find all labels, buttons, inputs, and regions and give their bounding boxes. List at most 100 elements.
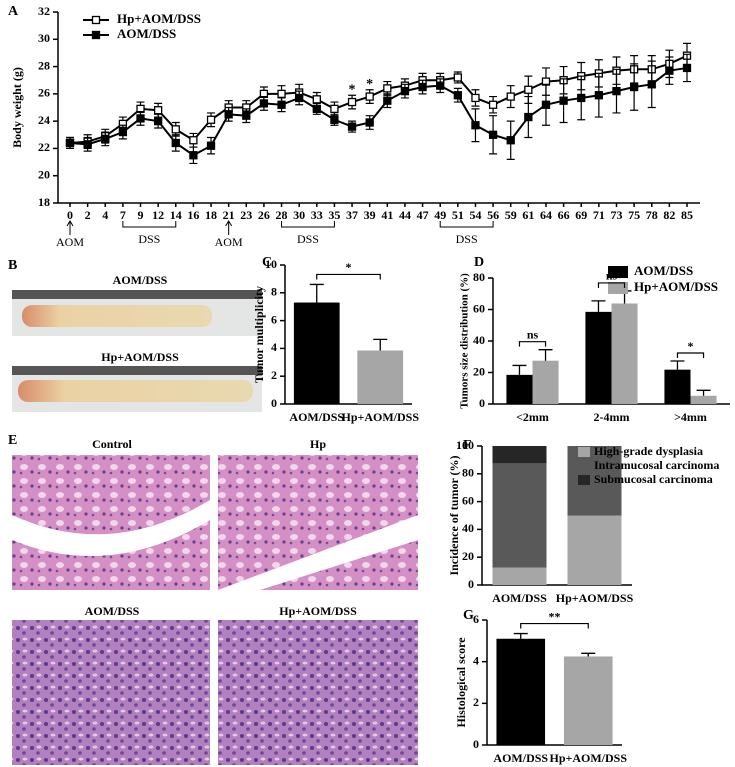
data-point: [471, 93, 480, 103]
y-axis-label: Tumor multiplicity: [252, 286, 266, 383]
x-tick-label: 54: [469, 208, 481, 222]
data-point: [577, 93, 586, 103]
data-point: [506, 92, 515, 101]
data-point: [383, 84, 392, 93]
y-axis-label: Body weight (g): [10, 67, 24, 148]
y-tick-label: 80: [473, 270, 485, 284]
y-tick-label: 20: [473, 364, 485, 378]
x-tick-label: 66: [558, 208, 570, 222]
panel-letter: E: [8, 433, 17, 448]
error-bar: [309, 283, 324, 303]
bar: [585, 311, 612, 404]
marker-arrow: [66, 220, 74, 235]
panel-letter: F: [463, 438, 472, 453]
significance-label: ns: [606, 269, 618, 283]
data-point: [295, 93, 304, 103]
data-point: [347, 97, 357, 107]
photo: [12, 620, 210, 765]
data-point: [365, 118, 374, 127]
legend-label: Submucosal carcinoma: [594, 472, 713, 486]
data-point: [365, 92, 374, 101]
data-point: [206, 141, 216, 150]
data-point: [682, 63, 692, 73]
error-bar: [581, 652, 596, 657]
data-point: [506, 136, 515, 145]
data-point: [206, 115, 216, 124]
data-point: [524, 112, 533, 122]
period-label: DSS: [138, 232, 160, 246]
x-tick-label: Hp+AOM/DSS: [549, 751, 627, 765]
marker-label: AOM: [56, 235, 84, 249]
significance-label: *: [349, 82, 356, 97]
significance-bracket: [676, 352, 705, 359]
significance-label: ns: [527, 327, 539, 341]
series-line: [69, 54, 688, 144]
y-tick-label: 4: [271, 340, 277, 354]
bar: [611, 303, 638, 404]
y-tick-label: 2: [473, 695, 479, 709]
data-point: [612, 86, 621, 96]
x-tick-label: 30: [293, 208, 305, 222]
x-tick-label: 73: [610, 208, 622, 222]
y-tick-label: 30: [38, 31, 50, 45]
x-tick-label: <2mm: [516, 410, 549, 424]
y-tick-label: 20: [462, 549, 474, 563]
error-bar: [512, 364, 527, 375]
data-point: [224, 110, 233, 119]
x-tick-label: Hp+AOM/DSS: [556, 591, 634, 605]
data-point: [330, 104, 339, 114]
data-point: [83, 140, 92, 149]
bar: [563, 656, 613, 745]
bar: [532, 360, 559, 404]
y-tick-label: 20: [38, 167, 50, 181]
y-tick-label: 80: [462, 466, 474, 480]
data-point: [524, 85, 533, 94]
significance-bracket: [316, 273, 381, 280]
data-point: [471, 121, 480, 130]
legend-swatch: [578, 475, 590, 485]
x-tick-label: 37: [346, 208, 358, 222]
data-point: [136, 114, 145, 123]
legend-label: Hp+AOM/DSS: [634, 279, 718, 294]
significance-label: *: [346, 260, 352, 274]
x-tick-label: 23: [240, 208, 252, 222]
photo-label: AOM/DSS: [85, 604, 140, 618]
histology-photos: Control Hp AOM/DSS Hp+AOM/DSS: [12, 437, 418, 765]
x-tick-label: 16: [187, 208, 199, 222]
data-point: [259, 99, 269, 108]
significance-label: **: [549, 609, 561, 623]
x-tick-label: 0: [67, 208, 73, 222]
data-point: [453, 73, 462, 82]
period-label: DSS: [456, 232, 478, 246]
x-tick-label: 85: [681, 208, 693, 222]
y-tick-label: 0: [271, 396, 277, 410]
y-tick-label: 28: [38, 58, 50, 72]
legend-label: AOM/DSS: [117, 26, 176, 41]
y-tick-label: 18: [38, 195, 50, 209]
bar: [506, 374, 533, 404]
y-tick-label: 6: [271, 312, 277, 326]
x-tick-label: 61: [522, 208, 534, 222]
photo-label: Hp: [310, 437, 326, 451]
x-tick-label: AOM/DSS: [289, 410, 344, 424]
x-tick-label: 28: [276, 208, 288, 222]
legend-swatch: [578, 461, 590, 471]
x-tick-label: 64: [540, 208, 552, 222]
y-tick-label: 60: [462, 493, 474, 507]
x-tick-label: 69: [575, 208, 587, 222]
lumen: [12, 500, 210, 556]
x-tick-label: Hp+AOM/DSS: [341, 410, 419, 424]
x-tick-label: 41: [381, 208, 393, 222]
data-point: [453, 91, 462, 100]
significance-label: *: [366, 77, 373, 92]
photo-label: AOM/DSS: [113, 273, 168, 287]
data-point: [91, 15, 101, 25]
x-tick-label: 39: [364, 208, 376, 222]
bar-segment: [567, 515, 622, 585]
bar: [357, 350, 404, 404]
data-point: [101, 134, 110, 144]
y-axis-label: Tumors size distribution (%): [459, 273, 471, 409]
x-tick-label: 47: [417, 208, 429, 222]
data-point: [665, 66, 674, 75]
data-point: [65, 138, 75, 148]
